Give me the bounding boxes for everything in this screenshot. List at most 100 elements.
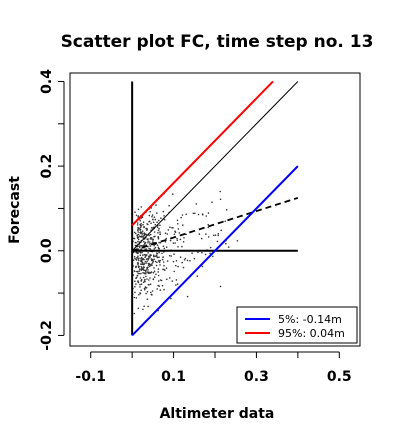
- scatter-point: [133, 237, 135, 240]
- scatter-point: [154, 235, 156, 238]
- scatter-point: [156, 212, 158, 214]
- scatter-point: [169, 277, 171, 279]
- scatter-point: [162, 256, 164, 258]
- scatter-point: [162, 245, 165, 248]
- scatter-point: [197, 213, 200, 216]
- scatter-point: [195, 203, 198, 205]
- scatter-point: [164, 240, 167, 243]
- scatter-point: [219, 285, 222, 288]
- y-tick-label: 0.4: [39, 69, 55, 94]
- scatter-point: [140, 223, 142, 225]
- scatter-point: [177, 246, 179, 248]
- scatter-point: [140, 279, 143, 282]
- scatter-point: [137, 262, 140, 264]
- scatter-point: [162, 210, 165, 213]
- scatter-point: [152, 260, 154, 263]
- legend-label: 95%: 0.04m: [278, 327, 345, 340]
- scatter-point: [147, 223, 149, 226]
- scatter-point: [176, 237, 178, 240]
- scatter-point: [140, 236, 143, 238]
- scatter-point: [192, 212, 195, 215]
- scatter-point: [158, 227, 160, 230]
- scatter-point: [209, 252, 211, 255]
- scatter-point: [152, 278, 155, 280]
- scatter-point: [174, 230, 176, 232]
- scatter-point: [133, 296, 136, 299]
- scatter-point: [186, 259, 189, 262]
- scatter-point: [142, 308, 144, 311]
- scatter-point: [159, 233, 161, 235]
- scatter-point: [185, 213, 187, 216]
- scatter-point: [147, 264, 150, 267]
- scatter-point: [172, 260, 175, 263]
- scatter-point: [134, 280, 136, 283]
- scatter-point: [148, 257, 150, 260]
- scatter-point: [155, 254, 158, 257]
- scatter-point: [148, 247, 150, 250]
- scatter-point: [186, 295, 189, 298]
- scatter-point: [137, 238, 140, 241]
- scatter-point: [136, 270, 139, 273]
- scatter-point: [142, 276, 145, 279]
- scatter-point: [158, 241, 160, 244]
- scatter-point: [142, 237, 144, 239]
- scatter-point: [212, 234, 215, 237]
- scatter-point: [143, 225, 145, 228]
- scatter-point: [147, 259, 150, 261]
- scatter-point: [137, 266, 140, 269]
- scatter-point: [156, 244, 159, 246]
- scatter-point: [176, 283, 179, 285]
- reference-line-1: [131, 81, 299, 252]
- scatter-point: [133, 312, 136, 315]
- scatter-point: [141, 266, 143, 269]
- scatter-point: [149, 271, 152, 274]
- scatter-point: [154, 246, 157, 249]
- scatter-point: [149, 254, 151, 256]
- scatter-point: [156, 221, 158, 223]
- scatter-point: [146, 260, 148, 263]
- scatter-point: [219, 190, 221, 193]
- y-tick-label: -0.2: [39, 320, 55, 351]
- scatter-point: [137, 255, 139, 257]
- scatter-point: [139, 226, 142, 229]
- scatter-point: [142, 258, 145, 261]
- scatter-point: [137, 226, 139, 229]
- scatter-point: [150, 258, 153, 260]
- scatter-point: [177, 223, 179, 225]
- scatter-point: [139, 251, 142, 254]
- scatter-point: [168, 204, 170, 207]
- scatter-point: [135, 214, 138, 217]
- scatter-point: [144, 233, 146, 235]
- series-line-1: [131, 165, 299, 337]
- scatter-point: [200, 237, 203, 240]
- scatter-point: [146, 267, 148, 269]
- scatter-point: [152, 254, 155, 256]
- scatter-point: [157, 274, 160, 277]
- scatter-point: [182, 224, 184, 226]
- scatter-point: [140, 224, 142, 227]
- scatter-point: [139, 231, 141, 234]
- y-tick-label: 0.0: [39, 238, 55, 263]
- scatter-point: [157, 232, 159, 234]
- scatter-point: [179, 238, 182, 241]
- scatter-point: [153, 267, 155, 269]
- scatter-point: [151, 238, 153, 240]
- scatter-point: [175, 260, 178, 262]
- scatter-point: [135, 283, 137, 285]
- scatter-point: [149, 248, 152, 250]
- scatter-point: [149, 265, 151, 268]
- scatter-point: [175, 279, 178, 281]
- scatter-point: [147, 269, 149, 271]
- scatter-point: [135, 259, 138, 261]
- scatter-point: [139, 254, 142, 256]
- scatter-point: [172, 193, 174, 195]
- scatter-point: [204, 253, 207, 256]
- scatter-point: [143, 280, 146, 282]
- scatter-point: [140, 283, 143, 286]
- scatter-point: [137, 215, 140, 217]
- scatter-point: [149, 277, 151, 279]
- scatter-point: [154, 218, 157, 221]
- scatter-point: [149, 233, 152, 236]
- scatter-point: [140, 256, 143, 259]
- scatter-point: [159, 264, 161, 266]
